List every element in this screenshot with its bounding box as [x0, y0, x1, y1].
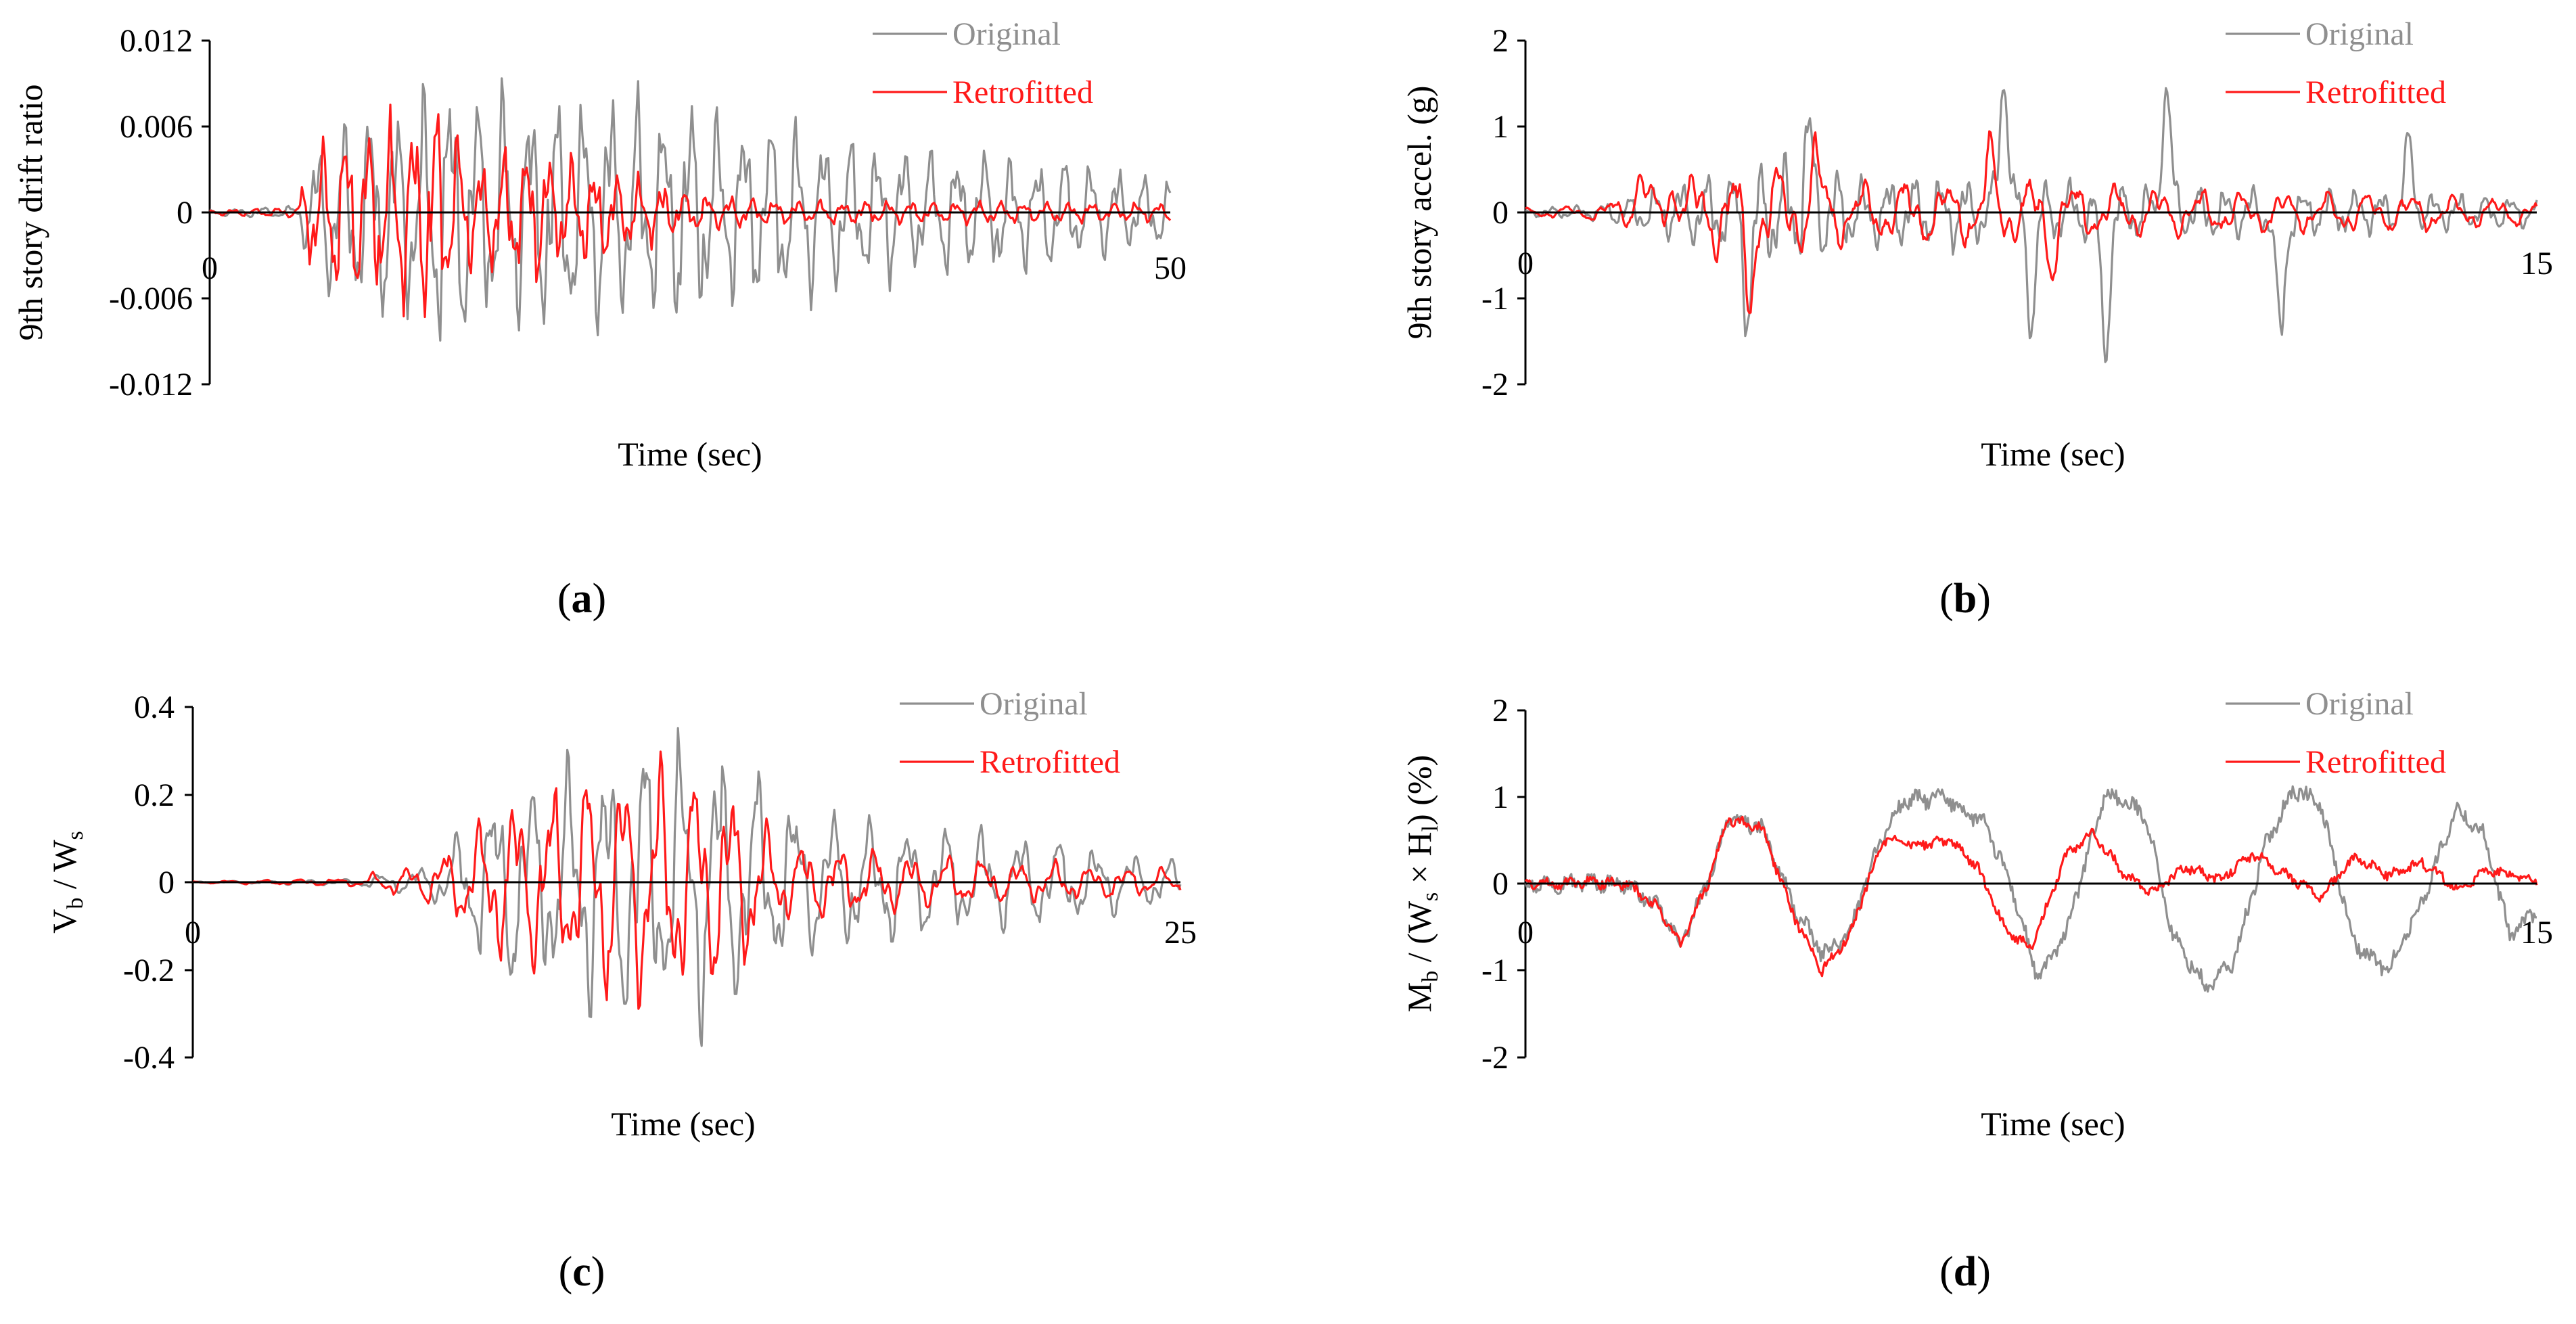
panel-b-y-tick-label: 0 — [1492, 195, 1509, 231]
panel-d-y-tick-label: 0 — [1492, 866, 1509, 902]
panel-a-plot — [209, 77, 1172, 342]
panel-c-y-label-w-sub: s — [63, 831, 88, 840]
panel-a: 0.012 0.006 0 -0.006 -0.012 0 50 Time (s… — [12, 16, 1187, 622]
panel-a-y-tick-label: -0.006 — [109, 281, 193, 317]
panel-c-y-label-w: W — [45, 840, 83, 872]
panel-c-x-tick-label: 0 — [185, 915, 201, 951]
panel-c-x-label: Time (sec) — [611, 1105, 755, 1143]
panel-d-y-label-close: ) (%) — [1400, 755, 1438, 825]
panel-b-series-original — [1525, 87, 2538, 363]
panel-a-x-tick-label: 0 — [202, 250, 218, 286]
panel-d-series-retrofitted — [1524, 815, 2538, 978]
panel-a-caption-letter: a — [572, 576, 593, 622]
panel-a-y-tick-label: 0.006 — [120, 109, 193, 145]
panel-b-y-tick-label: 2 — [1492, 23, 1509, 59]
panel-a-series-retrofitted — [209, 104, 1172, 319]
panel-d-y-label-h-sub: l — [1418, 825, 1443, 831]
panel-b-y-tick-label: -2 — [1481, 367, 1509, 403]
panel-b-series-retrofitted — [1525, 130, 2538, 315]
panel-c-y-tick-label: 0 — [158, 865, 175, 900]
panel-d-y-tick-label: -1 — [1481, 953, 1509, 988]
panel-b-x-label: Time (sec) — [1981, 435, 2125, 473]
panel-d-y-label-w-sub: s — [1418, 892, 1443, 901]
panel-c-y-tick-label: -0.2 — [123, 953, 175, 988]
panel-a-legend-retrofitted-label: Retrofitted — [952, 74, 1093, 110]
panel-d-legend-original-label: Original — [2305, 686, 2414, 722]
panel-a-y-tick-label: 0 — [177, 195, 193, 231]
panel-a-y-label: 9th story drift ratio — [12, 84, 49, 340]
panel-d-y-tick-label: 1 — [1492, 779, 1509, 815]
panel-d-y-tick-label: -2 — [1481, 1040, 1509, 1076]
panel-d-plot — [1524, 785, 2538, 993]
panel-b-legend-original-label: Original — [2305, 16, 2414, 52]
panel-a-y-tick-label: -0.012 — [109, 367, 193, 403]
panel-b-x-tick-label: 0 — [1517, 246, 1534, 281]
panel-b-caption-letter: b — [1954, 576, 1977, 622]
panel-a-y-tick-label: 0.012 — [120, 23, 193, 59]
panel-d-y-label-w: W — [1400, 900, 1438, 933]
panel-a-x-label: Time (sec) — [618, 435, 762, 473]
panel-b-plot — [1525, 87, 2538, 363]
panel-b-legend-retrofitted-label: Retrofitted — [2305, 74, 2446, 110]
panel-d: 2 1 0 -1 -2 0 15 Time (sec) Mb / (Ws × H… — [1400, 686, 2553, 1295]
panel-d-x-label: Time (sec) — [1981, 1105, 2125, 1143]
panel-d-y-label-h: H — [1400, 831, 1438, 856]
panel-c-caption-letter: c — [572, 1249, 591, 1295]
panel-d-y-label-m: M — [1400, 982, 1438, 1012]
panel-b: 2 1 0 -1 -2 0 15 Time (sec) 9th story ac… — [1400, 16, 2553, 622]
panel-c-legend-retrofitted-label: Retrofitted — [980, 744, 1120, 780]
panel-b-y-label: 9th story accel. (g) — [1400, 86, 1438, 340]
panel-c-x-tick-label: 25 — [1164, 915, 1197, 951]
panel-b-caption: (b) — [1939, 576, 1991, 622]
panel-c: 0.4 0.2 0 -0.2 -0.4 0 25 Time (sec) Vb /… — [45, 686, 1197, 1295]
panel-d-y-label-times: × — [1400, 857, 1438, 892]
panel-d-caption: (d) — [1939, 1249, 1991, 1295]
panel-a-x-tick-label: 50 — [1154, 250, 1187, 286]
panel-d-y-label-open: / ( — [1400, 933, 1438, 971]
panel-d-legend-retrofitted-label: Retrofitted — [2305, 744, 2446, 780]
panel-d-y-tick-label: 2 — [1492, 693, 1509, 729]
panel-c-caption: (c) — [559, 1249, 605, 1295]
panel-d-y-label: Mb / (Ws × Hl) (%) — [1400, 755, 1443, 1012]
panel-c-y-label-sep: / — [45, 872, 83, 898]
panel-c-y-tick-label: -0.4 — [123, 1040, 175, 1076]
panel-d-y-label-m-sub: b — [1418, 971, 1443, 982]
panel-b-y-tick-label: 1 — [1492, 109, 1509, 145]
panel-b-x-tick-label: 15 — [2521, 246, 2553, 281]
panel-c-series-retrofitted — [192, 750, 1182, 1010]
panel-b-y-tick-label: -1 — [1481, 281, 1509, 317]
panel-c-y-label: Vb / Ws — [45, 831, 88, 934]
panel-d-series-original — [1524, 785, 2537, 993]
panel-d-caption-letter: d — [1954, 1249, 1977, 1295]
panel-c-y-label-v: V — [45, 909, 83, 934]
panel-a-legend-original-label: Original — [952, 16, 1061, 52]
panel-c-y-tick-label: 0.4 — [134, 689, 175, 725]
panel-c-legend-original-label: Original — [980, 686, 1088, 722]
panel-c-y-label-v-sub: b — [63, 898, 88, 909]
panel-d-x-tick-label: 0 — [1517, 915, 1534, 951]
panel-a-caption: (a) — [557, 576, 606, 622]
panel-c-y-tick-label: 0.2 — [134, 777, 175, 813]
